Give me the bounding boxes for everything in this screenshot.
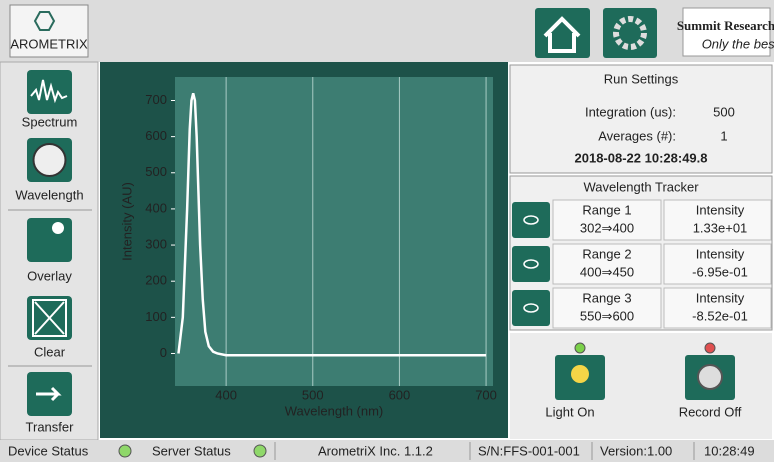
x-tick-label: 700 <box>475 387 497 402</box>
setting-value: 1 <box>720 128 727 143</box>
intensity-cell <box>663 287 772 329</box>
logo-icon <box>33 11 56 31</box>
range-cell <box>552 199 662 241</box>
top-bar <box>0 0 774 62</box>
intensity-cell <box>663 199 772 241</box>
status-led <box>704 342 716 354</box>
intensity-value: 1.33e+01 <box>693 220 748 235</box>
x-tick-label: 400 <box>215 387 237 402</box>
sidebar-label: Wavelength <box>15 187 83 202</box>
x-tick-label: 500 <box>302 387 324 402</box>
eye-icon <box>523 303 539 313</box>
sidebar-label: Overlay <box>27 268 72 283</box>
y-tick-label: 400 <box>145 200 167 215</box>
range-cell <box>552 287 662 329</box>
eye-icon <box>523 215 539 225</box>
y-tick-label: 300 <box>145 236 167 251</box>
range-name: Range 2 <box>582 246 631 261</box>
intensity-value: -8.52e-01 <box>692 308 748 323</box>
y-tick-label: 500 <box>145 164 167 179</box>
status-bar <box>0 440 774 462</box>
eye-icon <box>523 259 539 269</box>
setting-label: Averages (#): <box>598 128 676 143</box>
timestamp: 2018-08-22 10:28:49.8 <box>575 150 708 165</box>
setting-value: 500 <box>713 104 735 119</box>
bulb-icon <box>571 365 589 383</box>
range-name: Range 3 <box>582 290 631 305</box>
clear-icon <box>32 299 67 337</box>
intensity-label: Intensity <box>696 290 745 305</box>
plot-area <box>175 77 493 386</box>
range-span: 400⇒450 <box>580 264 634 279</box>
status-text: Device Status <box>8 443 89 458</box>
x-tick-label: 600 <box>389 387 411 402</box>
logo-text: AROMETRIX <box>10 36 88 51</box>
tracker-title: Wavelength Tracker <box>583 179 699 194</box>
status-text: Version:1.00 <box>600 443 672 458</box>
intensity-label: Intensity <box>696 202 745 217</box>
status-text: Server Status <box>152 443 231 458</box>
settings-button[interactable] <box>603 8 657 58</box>
sidebar-label: Clear <box>34 344 66 359</box>
run-settings-title: Run Settings <box>604 71 679 86</box>
spectrum-line <box>177 92 487 357</box>
run-settings-panel <box>509 64 773 174</box>
partner-name: Summit Research <box>677 18 774 33</box>
y-tick-label: 200 <box>145 273 167 288</box>
y-tick-label: 0 <box>160 345 167 360</box>
y-tick-label: 600 <box>145 128 167 143</box>
y-axis-label: Intensity (AU) <box>119 182 134 261</box>
partner-tagline: Only the best <box>702 36 774 51</box>
y-tick-label: 100 <box>145 309 167 324</box>
intensity-value: -6.95e-01 <box>692 264 748 279</box>
range-name: Range 1 <box>582 202 631 217</box>
clock-icon <box>32 143 67 177</box>
status-led <box>574 342 586 354</box>
sidebar-button[interactable] <box>27 218 72 262</box>
partner-box <box>682 7 771 57</box>
status-led <box>118 444 132 458</box>
intensity-cell <box>663 243 772 285</box>
record-icon <box>697 364 723 390</box>
spectrum-icon <box>30 79 68 104</box>
sidebar-label: Spectrum <box>22 114 78 129</box>
status-text: ArometriX Inc. 1.1.2 <box>318 443 433 458</box>
status-text: 10:28:49 <box>704 443 755 458</box>
home-icon <box>543 16 581 53</box>
range-span: 302⇒400 <box>580 220 634 235</box>
control-label: Light On <box>545 404 594 419</box>
control-label: Record Off <box>679 404 742 419</box>
setting-label: Integration (us): <box>585 104 676 119</box>
eye-button[interactable] <box>512 202 550 238</box>
gear-icon <box>613 16 647 50</box>
range-cell <box>552 243 662 285</box>
overlay-icon <box>52 222 64 234</box>
y-tick-label: 700 <box>145 92 167 107</box>
transfer-icon <box>36 386 62 402</box>
range-span: 550⇒600 <box>580 308 634 323</box>
x-axis-label: Wavelength (nm) <box>285 403 384 418</box>
eye-button[interactable] <box>512 246 550 282</box>
intensity-label: Intensity <box>696 246 745 261</box>
sidebar-label: Transfer <box>26 419 75 434</box>
status-led <box>253 444 267 458</box>
eye-button[interactable] <box>512 290 550 326</box>
status-text: S/N:FFS-001-001 <box>478 443 580 458</box>
